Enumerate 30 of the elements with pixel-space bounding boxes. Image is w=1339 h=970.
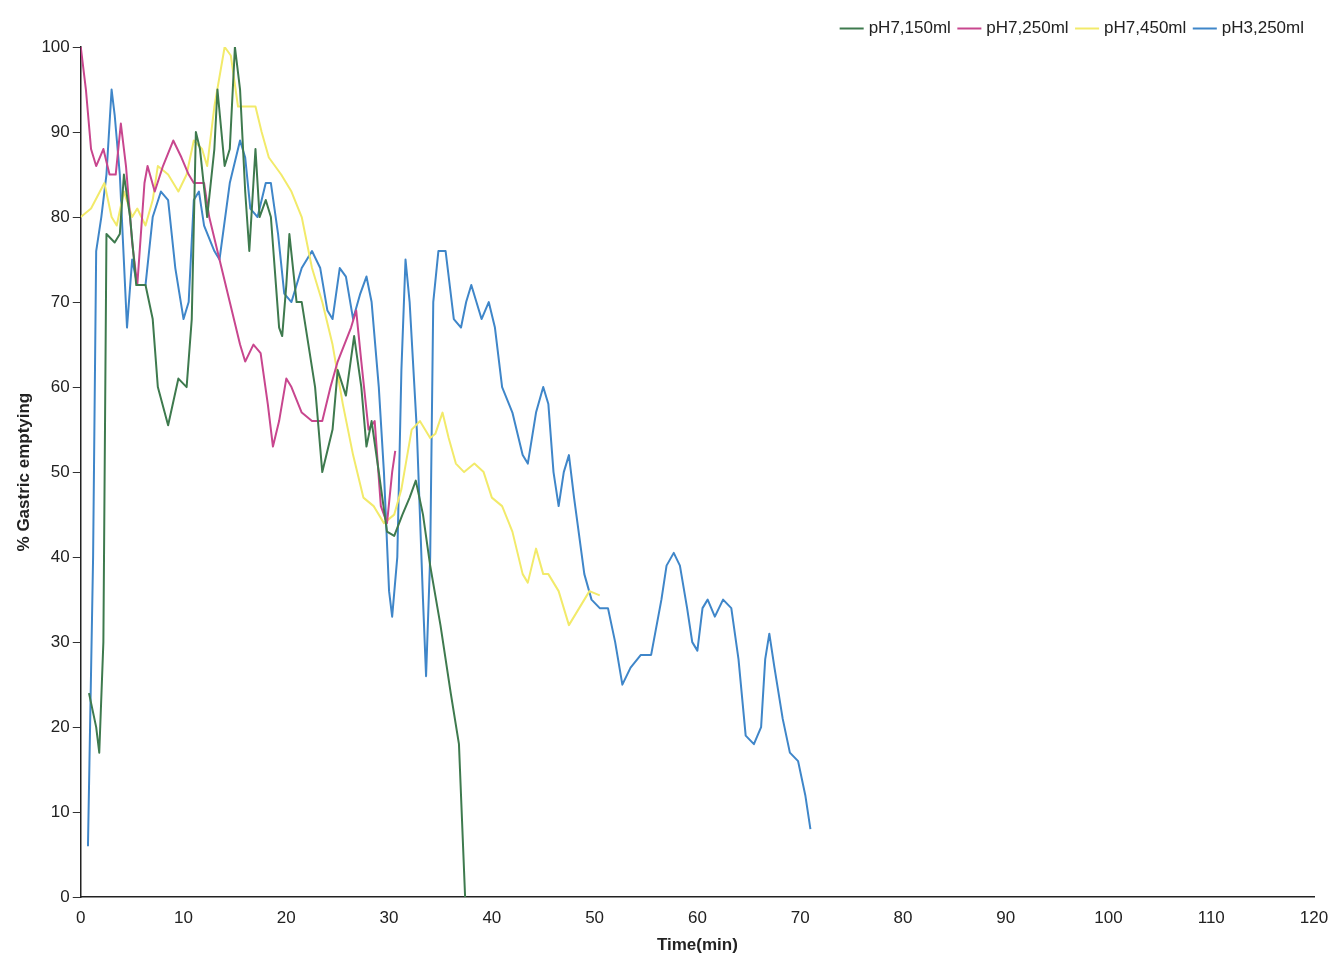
y-tick-label: 80	[50, 206, 70, 226]
y-tick-label: 100	[41, 36, 70, 56]
legend-label: pH7,150ml	[868, 18, 951, 38]
x-tick-label: 120	[1299, 908, 1329, 928]
x-axis-title: Time(min)	[656, 935, 738, 955]
x-tick-label: 80	[893, 908, 913, 928]
y-tick-label: 30	[50, 631, 70, 651]
x-tick-label: 60	[687, 908, 707, 928]
x-tick-label: 40	[482, 908, 502, 928]
y-tick-label: 60	[50, 376, 70, 396]
x-tick-label: 100	[1094, 908, 1123, 928]
y-tick-label: 0	[60, 886, 70, 906]
y-tick-label: 40	[50, 546, 70, 566]
y-tick-label: 20	[50, 716, 70, 736]
x-tick-label: 110	[1197, 908, 1225, 928]
x-tick-label: 30	[379, 908, 399, 928]
y-tick-label: 90	[50, 121, 70, 141]
legend-label: pH3,250ml	[1221, 18, 1305, 38]
legend-label: pH7,450ml	[1104, 18, 1187, 38]
y-axis-title: % Gastric emptying	[13, 392, 33, 552]
legend-label: pH7,250ml	[986, 18, 1069, 38]
x-tick-label: 10	[174, 908, 193, 928]
y-tick-label: 70	[50, 291, 70, 311]
x-tick-label: 20	[276, 908, 296, 928]
y-tick-label: 50	[50, 461, 70, 481]
x-tick-label: 90	[996, 908, 1016, 928]
x-tick-label: 70	[790, 908, 810, 928]
x-tick-label: 0	[76, 908, 86, 928]
x-tick-label: 50	[585, 908, 605, 928]
y-tick-label: 10	[50, 801, 70, 821]
